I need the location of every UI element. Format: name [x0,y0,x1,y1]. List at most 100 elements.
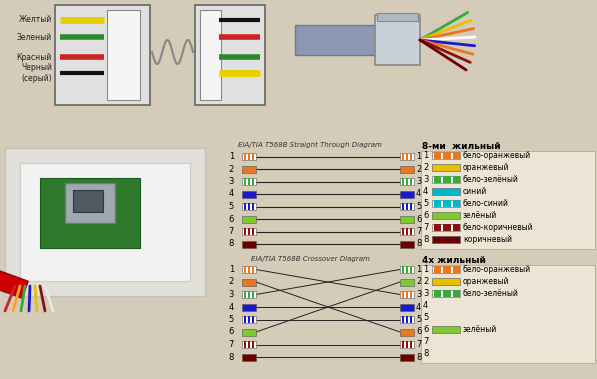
Bar [252,291,254,298]
Bar [400,191,414,197]
Text: 2: 2 [423,163,428,172]
Bar [244,316,246,323]
Text: 3: 3 [423,289,429,298]
Text: 8: 8 [423,235,429,244]
Bar [402,266,404,273]
Text: 8: 8 [229,240,234,249]
Text: бело-коричневый: бело-коричневый [463,223,534,232]
Bar [406,341,408,348]
Bar [406,228,408,235]
Bar [434,266,441,273]
Text: 4х жильный: 4х жильный [422,256,486,265]
Bar [252,178,254,185]
Bar [244,203,246,210]
Bar [434,290,441,297]
Bar [406,178,408,185]
Text: 3: 3 [229,290,234,299]
Bar [400,341,414,348]
Bar [248,291,250,298]
Text: 4: 4 [423,187,428,196]
Text: Красный: Красный [17,53,52,61]
Text: 1: 1 [423,151,428,160]
Bar [406,266,408,273]
Bar [252,153,254,160]
Text: Зеленый: Зеленый [17,33,52,41]
Bar [55,5,150,105]
Text: бело-оранжевый: бело-оранжевый [463,265,531,274]
Bar [242,166,256,172]
Bar [453,290,460,297]
Bar [432,200,460,207]
Bar [400,216,414,222]
Text: 7: 7 [229,340,234,349]
Text: EIA/TIA T568B Crossover Diagram: EIA/TIA T568B Crossover Diagram [251,256,370,262]
Bar [400,178,414,185]
Text: 4: 4 [416,302,421,312]
Bar [453,224,460,231]
Bar [252,341,254,348]
Bar [434,200,441,207]
Bar [244,266,246,273]
Text: 2: 2 [229,277,234,287]
Text: 2: 2 [423,277,428,286]
Bar [410,291,412,298]
Text: 1: 1 [416,265,421,274]
Bar [432,290,460,297]
Text: 8: 8 [416,352,421,362]
Bar [400,166,414,172]
Bar [444,290,451,297]
Bar [410,316,412,323]
Text: 6: 6 [416,215,421,224]
Text: 5: 5 [229,202,234,211]
Text: 7: 7 [416,227,421,236]
Bar [0,271,28,298]
Bar [400,228,414,235]
Bar [402,203,404,210]
Bar [432,152,460,159]
Bar [402,316,404,323]
Bar [252,266,254,273]
Bar [400,316,414,323]
Text: 5: 5 [416,202,421,211]
Text: 2: 2 [229,164,234,174]
Text: зелёный: зелёный [463,211,497,220]
Text: 8: 8 [416,240,421,249]
Text: 6: 6 [229,327,234,337]
Bar [410,341,412,348]
Bar [242,329,256,335]
Bar [400,279,414,285]
Bar [406,291,408,298]
Bar [453,266,460,273]
Bar [400,153,414,160]
Text: 6: 6 [229,215,234,224]
Bar [5,148,205,296]
Bar [400,291,414,298]
Text: оранжевый: оранжевый [463,163,509,172]
Text: 1: 1 [229,152,234,161]
Bar [402,153,404,160]
Text: 4: 4 [229,190,234,199]
Bar [244,341,246,348]
Bar [252,203,254,210]
Bar [432,266,460,273]
Bar [453,176,460,183]
Text: 7: 7 [229,227,234,236]
Text: 2: 2 [416,277,421,287]
Bar [432,236,460,243]
Bar [200,10,221,100]
Bar [402,291,404,298]
Bar [434,152,441,159]
Bar [400,203,414,210]
Bar [421,265,595,363]
Bar [242,191,256,197]
Text: 8: 8 [423,349,429,358]
Bar [432,224,460,231]
Text: 3: 3 [423,175,429,184]
Bar [434,224,441,231]
Bar [242,216,256,222]
Text: 1: 1 [423,265,428,274]
Bar [242,279,256,285]
Bar [402,228,404,235]
Text: 5: 5 [423,199,428,208]
Text: бело-синий: бело-синий [463,199,509,208]
